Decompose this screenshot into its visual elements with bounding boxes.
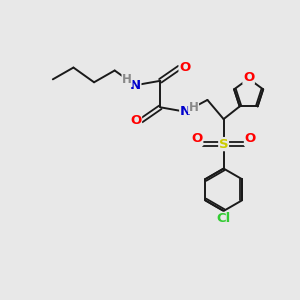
Text: O: O xyxy=(130,114,142,127)
Text: H: H xyxy=(122,74,132,86)
Text: N: N xyxy=(180,105,191,118)
Text: S: S xyxy=(219,138,228,151)
Text: O: O xyxy=(243,71,254,84)
Text: N: N xyxy=(130,79,141,92)
Text: Cl: Cl xyxy=(217,212,231,225)
Text: O: O xyxy=(191,132,203,145)
Text: H: H xyxy=(189,101,199,114)
Text: O: O xyxy=(244,132,256,145)
Text: O: O xyxy=(179,61,190,74)
